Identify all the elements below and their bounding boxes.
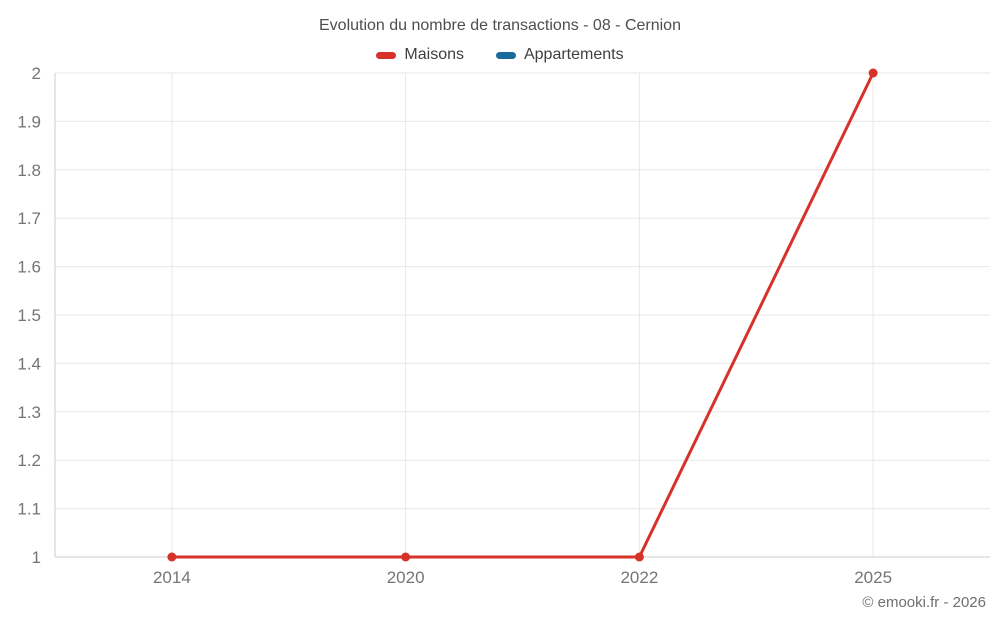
legend-item-appartements: Appartements bbox=[495, 46, 624, 64]
maisons-series-swatch-icon bbox=[376, 51, 397, 59]
data-point-maisons-2022[interactable] bbox=[634, 552, 644, 562]
y-tick-label-1.4: 1.4 bbox=[17, 354, 41, 373]
x-tick-label-2014: 2014 bbox=[153, 568, 191, 587]
chart-title: Evolution du nombre de transactions - 08… bbox=[319, 17, 681, 34]
y-tick-label-1.6: 1.6 bbox=[17, 258, 41, 277]
y-tick-label-1.3: 1.3 bbox=[17, 403, 41, 422]
x-tick-label-2025: 2025 bbox=[854, 568, 892, 587]
data-point-maisons-2020[interactable] bbox=[401, 552, 411, 562]
x-tick-label-2022: 2022 bbox=[620, 568, 658, 587]
series-line-maisons bbox=[170, 71, 875, 559]
x-tick-label-2020: 2020 bbox=[387, 568, 425, 587]
y-tick-label-1.5: 1.5 bbox=[17, 306, 41, 325]
copyright: © emooki.fr - 2026 bbox=[862, 594, 986, 611]
legend-label-appartements: Appartements bbox=[523, 46, 624, 63]
legend-item-maisons: Maisons bbox=[376, 46, 464, 64]
y-tick-label-1.9: 1.9 bbox=[17, 112, 41, 131]
y-tick-label-1: 1 bbox=[32, 548, 41, 567]
legend: Maisons Appartements bbox=[0, 45, 1000, 65]
data-point-maisons-2014[interactable] bbox=[167, 552, 177, 562]
appartements-series-swatch-icon bbox=[495, 51, 516, 59]
y-tick-label-1.2: 1.2 bbox=[17, 451, 41, 470]
y-tick-label-1.1: 1.1 bbox=[17, 500, 41, 519]
y-tick-label-1.8: 1.8 bbox=[17, 161, 41, 180]
legend-label-maisons: Maisons bbox=[404, 46, 464, 63]
data-point-maisons-2025[interactable] bbox=[868, 68, 878, 78]
y-tick-label-2: 2 bbox=[32, 64, 41, 83]
y-tick-label-1.7: 1.7 bbox=[17, 209, 41, 228]
